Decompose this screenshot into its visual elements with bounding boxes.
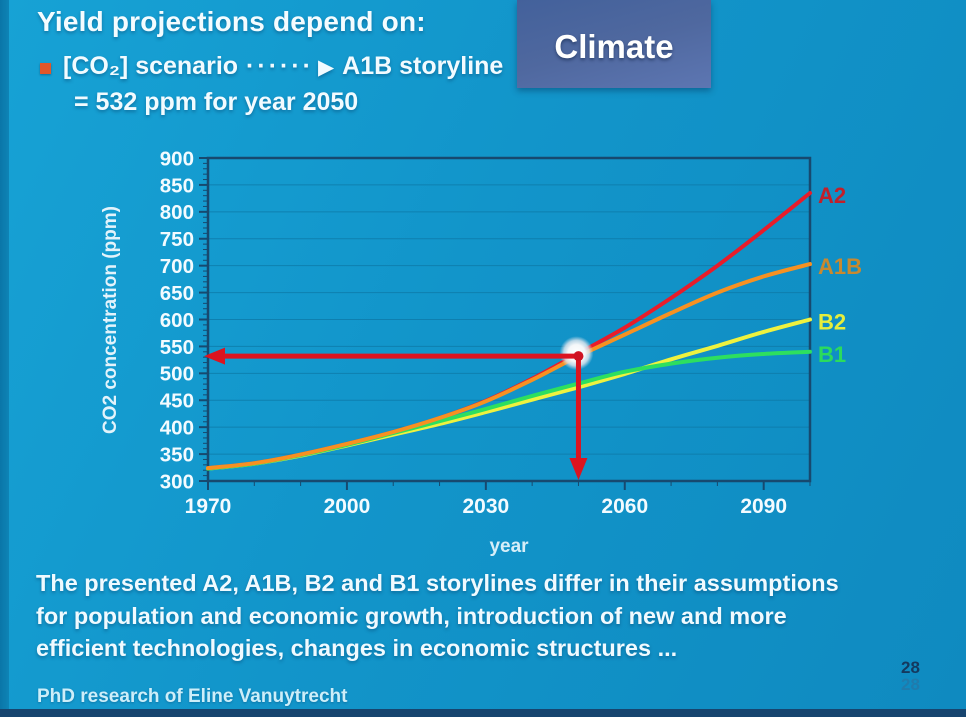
footer-credit: PhD research of Eline Vanuytrecht — [37, 686, 348, 707]
climate-box: Climate — [517, 0, 711, 88]
y-tick-label: 750 — [160, 228, 194, 251]
bullet-text: [CO₂] scenario ······ ▶ A1B storyline — [63, 52, 503, 81]
x-axis-label: year — [489, 536, 529, 557]
y-tick-label: 800 — [160, 201, 194, 224]
page-number: 28 — [901, 658, 920, 677]
y-tick-label: 850 — [160, 174, 194, 197]
co2-scenario-label: [CO₂] scenario — [63, 52, 239, 80]
series-line-b1 — [206, 349, 812, 471]
left-edge-strip — [0, 0, 9, 717]
y-tick-label: 350 — [160, 443, 194, 466]
series-label-a2: A2 — [818, 183, 846, 208]
y-tick-label: 700 — [160, 255, 194, 278]
y-tick-label: 500 — [160, 363, 194, 386]
series-line-b2 — [206, 317, 812, 471]
y-tick-label: 650 — [160, 282, 194, 305]
slide-title: Yield projections depend on: — [37, 6, 426, 37]
paragraph-line: for population and economic growth, intr… — [36, 602, 787, 629]
climate-label: Climate — [554, 28, 674, 65]
y-tick-label: 400 — [160, 417, 194, 440]
arrowhead-left-icon — [204, 347, 225, 365]
bullet-icon — [40, 63, 51, 74]
page-number-ghost: 28 — [901, 675, 920, 694]
x-tick-label: 2030 — [462, 495, 509, 518]
ppm-value-line: = 532 ppm for year 2050 — [74, 88, 359, 116]
paragraph-line: The presented A2, A1B, B2 and B1 storyli… — [36, 570, 839, 596]
highlight-dot — [559, 336, 594, 371]
y-tick-label: 450 — [160, 390, 194, 413]
y-tick-label: 600 — [160, 309, 194, 332]
arrowhead-down-icon — [569, 458, 588, 480]
series-line-a2 — [206, 191, 812, 471]
series-label-b1: B1 — [818, 342, 846, 367]
bullet-row: [CO₂] scenario ······ ▶ A1B storyline — [40, 52, 503, 81]
x-tick-label: 2000 — [324, 495, 371, 518]
series-label-b2: B2 — [818, 310, 846, 335]
x-tick-label: 2090 — [740, 495, 787, 518]
dotted-connector: ······ — [246, 52, 314, 80]
y-tick-label: 300 — [160, 470, 194, 493]
storyline-label: A1B storyline — [342, 52, 504, 80]
x-tick-label: 1970 — [185, 495, 232, 518]
y-axis-label: CO2 concentration (ppm) — [100, 206, 121, 434]
description-paragraph: The presented A2, A1B, B2 and B1 storyli… — [36, 567, 956, 665]
annotation-junction — [573, 351, 584, 362]
plot-border — [206, 156, 812, 483]
series-label-a1b: A1B — [818, 254, 862, 279]
y-tick-label: 900 — [160, 147, 194, 170]
y-tick-label: 550 — [160, 336, 194, 359]
bottom-bar — [0, 709, 966, 717]
arrow-right-icon: ▶ — [318, 56, 335, 79]
x-tick-label: 2060 — [601, 495, 648, 518]
paragraph-line: efficient technologies, changes in econo… — [36, 635, 678, 661]
series-line-a1b — [206, 262, 812, 471]
